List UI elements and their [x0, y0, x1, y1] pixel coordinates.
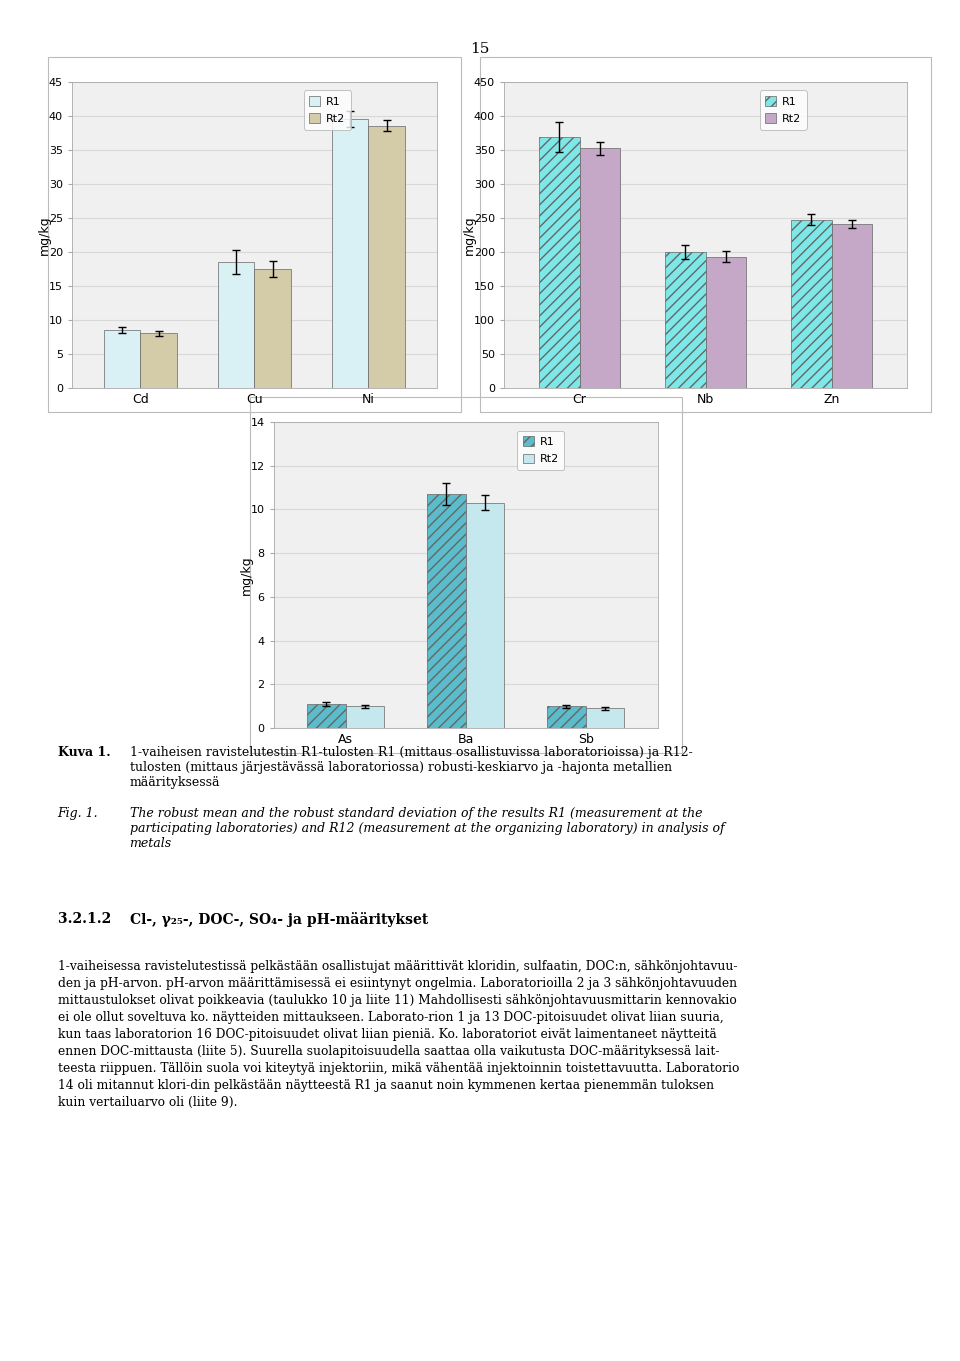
Bar — [140, 333, 177, 388]
Text: Fig. 1.: Fig. 1. — [58, 807, 98, 821]
Bar — [427, 494, 466, 728]
Text: Cl-, γ₂₅-, DOC-, SO₄- ja pH-määritykset: Cl-, γ₂₅-, DOC-, SO₄- ja pH-määritykset — [130, 912, 428, 927]
Text: 1-vaiheisessa ravistelutestissä pelkästään osallistujat määrittivät kloridin, su: 1-vaiheisessa ravistelutestissä pelkästä… — [58, 960, 739, 1108]
Bar — [254, 269, 291, 388]
Bar — [346, 706, 384, 728]
Text: The robust mean and the robust standard deviation of the results R1 (measurement: The robust mean and the robust standard … — [130, 807, 724, 851]
Text: Kuva 1.: Kuva 1. — [58, 746, 110, 759]
Text: 15: 15 — [470, 42, 490, 56]
Bar — [466, 502, 504, 728]
Bar — [706, 257, 746, 388]
Bar — [104, 331, 140, 388]
Bar — [791, 220, 831, 388]
Text: 1-vaiheisen ravistelutestin R1-tulosten R1 (mittaus osallistuvissa laboratoriois: 1-vaiheisen ravistelutestin R1-tulosten … — [130, 746, 692, 789]
Legend: R1, Rt2: R1, Rt2 — [759, 90, 806, 129]
Legend: R1, Rt2: R1, Rt2 — [517, 430, 564, 470]
Bar — [218, 263, 254, 388]
Bar — [586, 709, 624, 728]
Y-axis label: mg/kg: mg/kg — [463, 215, 476, 255]
Y-axis label: mg/kg: mg/kg — [240, 555, 252, 595]
Bar — [332, 120, 369, 388]
Bar — [547, 706, 586, 728]
Bar — [665, 252, 706, 388]
Bar — [369, 127, 405, 388]
Bar — [540, 137, 580, 388]
Bar — [580, 148, 620, 388]
Text: 3.2.1.2: 3.2.1.2 — [58, 912, 126, 925]
Y-axis label: mg/kg: mg/kg — [38, 215, 51, 255]
Bar — [831, 225, 872, 388]
Bar — [307, 704, 346, 728]
Legend: R1, Rt2: R1, Rt2 — [303, 90, 350, 129]
